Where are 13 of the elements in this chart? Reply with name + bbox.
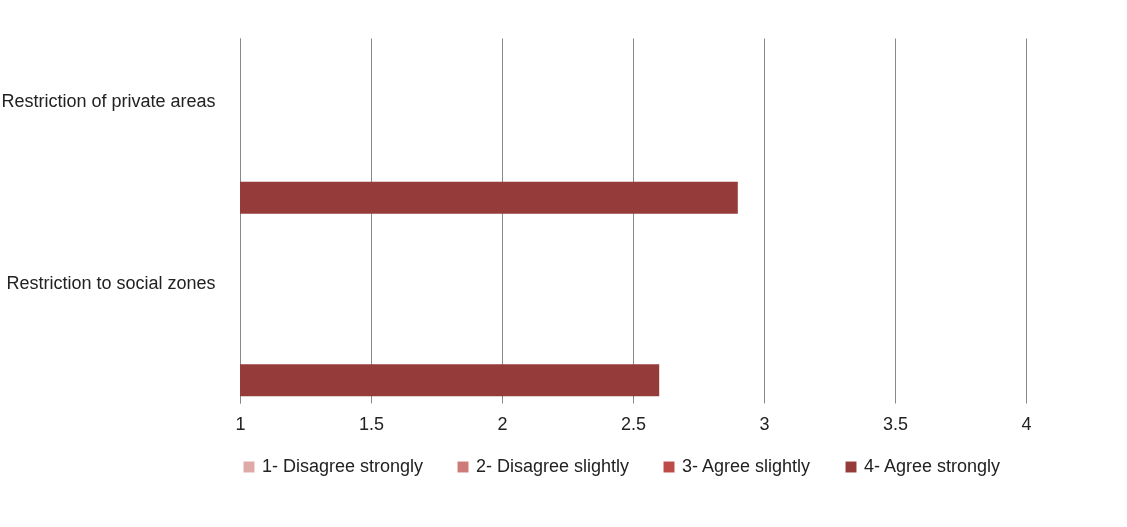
x-tick-label: 1 — [235, 413, 246, 434]
x-tick-label: 2.5 — [620, 413, 647, 434]
legend-label: 4- Agree strongly — [864, 456, 1001, 476]
x-tick-label: 1.5 — [358, 413, 385, 434]
x-tick-label: 2 — [497, 413, 508, 434]
legend-label: 2- Disagree slightly — [476, 456, 630, 476]
legend-label: 3- Agree slightly — [682, 456, 811, 476]
y-tick-label: Restriction of private areas — [1, 90, 216, 111]
y-tick-label: Restriction to social zones — [6, 273, 216, 294]
legend-label: 1- Disagree strongly — [262, 456, 424, 476]
x-tick-label: 3 — [759, 413, 770, 434]
x-tick-label: 4 — [1021, 413, 1032, 434]
x-tick-label: 3.5 — [882, 413, 909, 434]
